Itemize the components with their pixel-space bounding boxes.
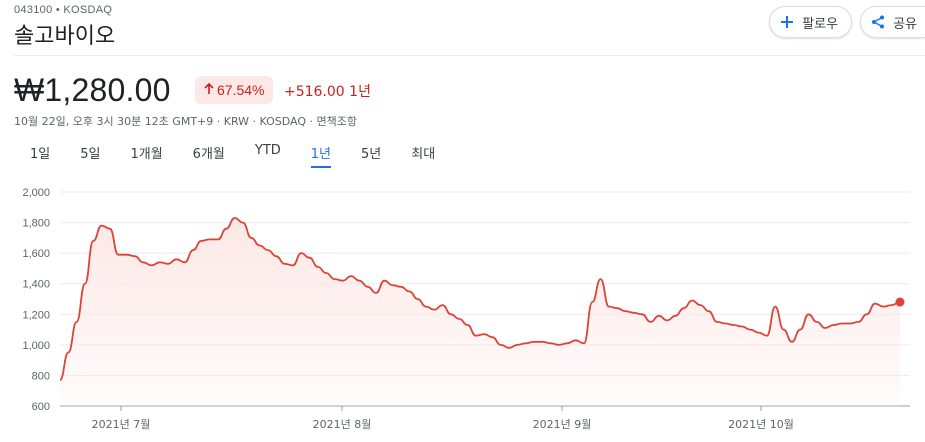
x-tick-label: 2021년 10월: [728, 418, 794, 431]
company-name: 솔고바이오: [14, 24, 116, 49]
plus-icon: [780, 15, 794, 29]
action-buttons: 팔로우 공유: [769, 6, 925, 38]
tab-range[interactable]: 1년: [310, 143, 332, 168]
y-tick-label: 1,800: [22, 218, 50, 230]
price-chart[interactable]: 2,000 1,800 1,600 1,400 1,200 1,000 800 600 202…: [0, 180, 925, 442]
x-tick-label: 2021년 9월: [533, 418, 592, 431]
change-percent-badge: 67.54%: [195, 76, 274, 104]
chart-series-line: [59, 217, 901, 381]
share-icon: [871, 15, 885, 29]
tab-range[interactable]: 1일: [30, 147, 51, 162]
y-tick-label: 1,400: [22, 279, 50, 291]
arrow-up-icon: [204, 82, 214, 98]
x-tick-label: 2021년 8월: [313, 418, 372, 431]
y-tick-label: 1,200: [22, 309, 50, 321]
ticker-line: 043100 • KOSDAQ: [14, 4, 113, 16]
share-label: 공유: [893, 16, 917, 32]
follow-label: 팔로우: [802, 16, 839, 32]
y-tick-label: 2,000: [22, 187, 50, 199]
header-divider: [14, 55, 925, 56]
y-tick-label: 1,600: [22, 248, 50, 260]
y-tick-label: 1,000: [22, 340, 50, 352]
chart-area-fill: [60, 218, 900, 406]
share-button[interactable]: 공유: [860, 6, 925, 38]
tab-range[interactable]: 최대: [411, 147, 436, 162]
change-percent: 67.54%: [217, 82, 265, 98]
y-tick-label: 600: [32, 401, 50, 413]
x-tick-label: 2021년 7월: [92, 418, 151, 431]
tab-range[interactable]: 5년: [361, 147, 382, 162]
range-tabs: 1일 5일 1개월 6개월 YTD 1년 5년 최대: [30, 143, 435, 168]
chart-last-point: [895, 297, 905, 307]
y-tick-label: 800: [32, 370, 50, 382]
tab-range[interactable]: 6개월: [192, 147, 225, 162]
tab-range[interactable]: 1개월: [130, 147, 163, 162]
quote-meta: 10월 22일, 오후 3시 30분 12초 GMT+9 · KRW · KOS…: [14, 115, 358, 128]
tab-range[interactable]: 5일: [80, 147, 101, 162]
follow-button[interactable]: 팔로우: [769, 6, 853, 38]
change-absolute: +516.00 1년: [284, 84, 371, 100]
current-price: ₩1,280.00: [14, 72, 171, 108]
tab-range[interactable]: YTD: [254, 143, 281, 158]
